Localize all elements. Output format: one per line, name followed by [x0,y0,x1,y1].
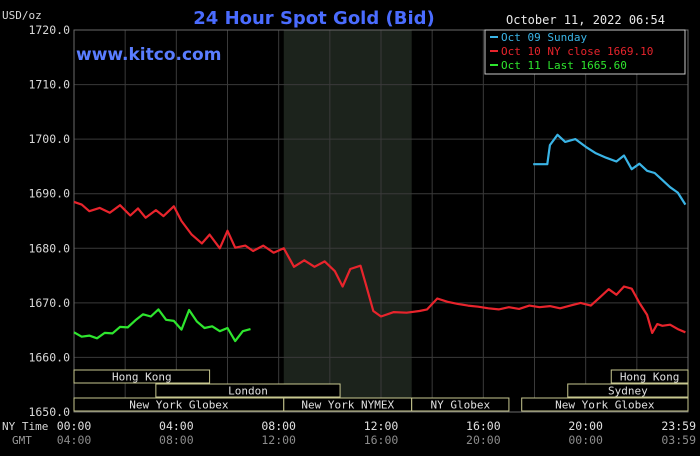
y-unit-label: USD/oz [2,9,42,22]
series-line-1 [73,200,686,334]
series-lines [73,133,687,343]
y-tick-label: 1670.0 [28,296,70,310]
x-tick-ny: 08:00 [261,419,296,433]
y-tick-label: 1660.0 [28,350,70,364]
x-tick-ny: 04:00 [159,419,194,433]
session-label: New York Globex [555,399,655,412]
series-line-2 [73,308,251,343]
y-tick-label: 1690.0 [28,187,70,201]
session-box [567,383,689,398]
session-label: New York Globex [129,399,229,412]
nymex-shaded-region [283,30,412,412]
y-tick-label: 1650.0 [28,405,70,419]
x-tick-ny: 00:00 [57,419,92,433]
x-tick-gmt: 00:00 [568,433,603,447]
session-box [610,369,689,384]
x-tick-ny: 23:59 [661,419,696,433]
y-tick-label: 1700.0 [28,132,70,146]
session-label: London [228,385,268,398]
x-tick-ny: 20:00 [568,419,603,433]
x-tick-gmt: 12:00 [261,433,296,447]
timestamp: October 11, 2022 06:54 [506,13,665,27]
y-tick-label: 1680.0 [28,241,70,255]
session-label: Hong Kong [620,371,680,384]
plot-border [73,29,689,413]
legend-label-oct09: Oct 09 Sunday [501,31,587,44]
session-label: Sydney [608,385,648,398]
legend-label-oct10: Oct 10 NY close 1669.10 [501,45,653,58]
session-label: Hong Kong [112,371,172,384]
gmt-label: GMT [12,434,32,447]
y-tick-label: 1710.0 [28,78,70,92]
x-tick-ny: 16:00 [466,419,501,433]
x-axis-ticks: 00:00 04:00 08:00 12:00 16:00 20:00 23:5904:00… [57,419,696,447]
session-box [411,397,510,412]
x-tick-gmt: 16:00 [364,433,399,447]
series-line-0 [533,133,687,206]
x-tick-ny: 12:00 [364,419,399,433]
x-tick-gmt: 08:00 [159,433,194,447]
chart-title: 24 Hour Spot Gold (Bid) [193,8,434,29]
y-axis-ticks: 1650.0 1660.0 1670.0 1680.0 1690.0 1700.0 1710… [28,23,70,419]
session-box [155,383,341,398]
x-tick-gmt: 03:59 [661,433,696,447]
session-box [521,397,689,412]
legend-box [484,29,686,75]
x-tick-gmt: 04:00 [57,433,92,447]
x-tick-gmt: 20:00 [466,433,501,447]
session-label: New York NYMEX [301,399,394,412]
ny-time-label: NY Time [2,420,48,433]
y-tick-label: 1720.0 [28,23,70,37]
session-label: NY Globex [431,399,491,412]
watermark-kitco: www.kitco.com [76,45,221,65]
session-box [73,369,211,384]
legend-label-oct11: Oct 11 Last 1665.60 [501,59,627,72]
chart-legend: Oct 09 Sunday Oct 10 NY close 1669.10 Oc… [484,29,686,75]
